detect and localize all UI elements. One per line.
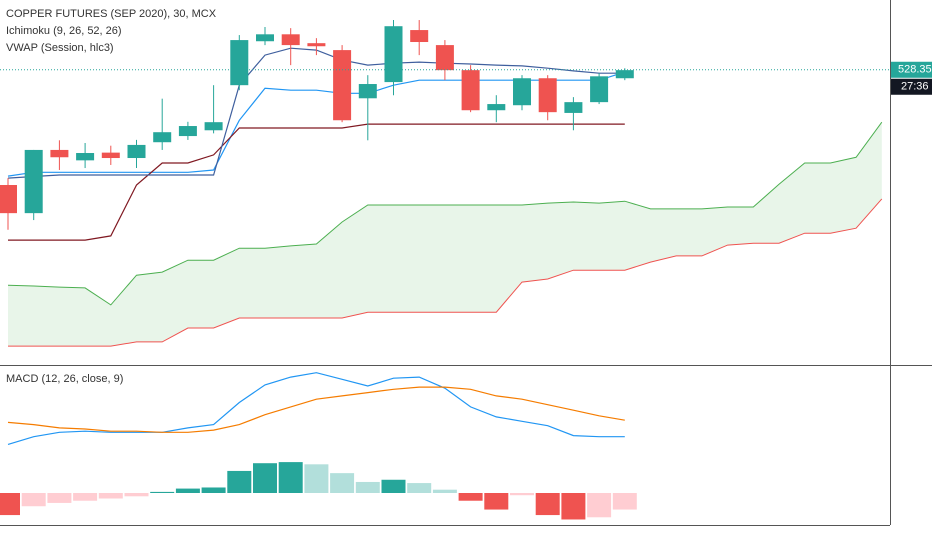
- histogram-bar: [150, 491, 175, 493]
- candle-body: [76, 153, 95, 161]
- histogram-bar: [73, 493, 98, 501]
- countdown-label: 27:36: [901, 81, 929, 93]
- histogram-bar: [175, 488, 200, 493]
- histogram-bar: [510, 493, 534, 496]
- candle-body: [256, 34, 274, 42]
- labels: COPPER FUTURES (SEP 2020), 30, MCX Ichim…: [6, 8, 932, 385]
- histogram-bar: [561, 493, 586, 520]
- candle-body: [127, 144, 146, 159]
- candle-body: [435, 45, 454, 71]
- histogram-bar: [432, 489, 457, 493]
- cloud-fill: [8, 122, 882, 347]
- histogram-bar: [304, 464, 329, 493]
- histogram-bar: [407, 483, 432, 493]
- candle-body: [461, 70, 480, 111]
- candle-body: [487, 104, 506, 111]
- histogram-bar: [458, 493, 483, 501]
- candle-body: [615, 70, 634, 79]
- macd-line: [7, 372, 625, 445]
- countdown-box: [891, 78, 932, 95]
- candle-body: [281, 34, 300, 46]
- indicator-line: [8, 123, 625, 241]
- histogram-bar: [253, 463, 277, 493]
- macd-line: [7, 386, 625, 433]
- histogram-bar: [278, 462, 303, 493]
- histogram-bar: [124, 493, 149, 497]
- candle-body: [590, 76, 609, 103]
- last-price-label: 528.35: [898, 64, 932, 76]
- histogram-bar: [355, 481, 380, 493]
- candle-body: [204, 122, 223, 131]
- cloud-line: [7, 121, 883, 306]
- histogram-bar: [330, 473, 355, 493]
- candle-body: [178, 126, 197, 137]
- candle-body: [50, 149, 69, 158]
- histogram-bar: [381, 479, 406, 493]
- histogram-bar: [21, 493, 46, 507]
- histogram-bar: [587, 493, 612, 518]
- last-price-box: [891, 61, 932, 78]
- candle-body: [410, 30, 429, 43]
- cloud-line: [8, 198, 883, 347]
- indicator-label: Ichimoku (9, 26, 52, 26): [6, 25, 122, 37]
- candle-body: [24, 149, 43, 214]
- candle-body: [153, 132, 172, 143]
- candle-body: [384, 26, 403, 83]
- histogram-bar: [47, 493, 72, 503]
- histogram-bar: [535, 493, 560, 516]
- candle-body: [358, 84, 377, 99]
- marks: [0, 20, 890, 520]
- candle-body: [307, 43, 326, 47]
- histogram-bar: [612, 493, 637, 510]
- candle-body: [230, 40, 249, 86]
- histogram-bar: [0, 493, 20, 516]
- macd-title: MACD (12, 26, close, 9): [6, 373, 123, 385]
- histogram-bar: [227, 470, 252, 493]
- candle-body: [0, 185, 17, 214]
- histogram-bar: [201, 487, 226, 493]
- histogram-bar: [98, 493, 123, 499]
- candle-body: [101, 152, 120, 159]
- candle-body: [538, 78, 557, 113]
- histogram-bar: [484, 493, 509, 510]
- chart-title: COPPER FUTURES (SEP 2020), 30, MCX: [6, 8, 217, 20]
- indicator-label: VWAP (Session, hlc3): [6, 42, 114, 54]
- candle-body: [564, 102, 583, 113]
- candle-body: [333, 50, 352, 121]
- candle-body: [513, 78, 531, 106]
